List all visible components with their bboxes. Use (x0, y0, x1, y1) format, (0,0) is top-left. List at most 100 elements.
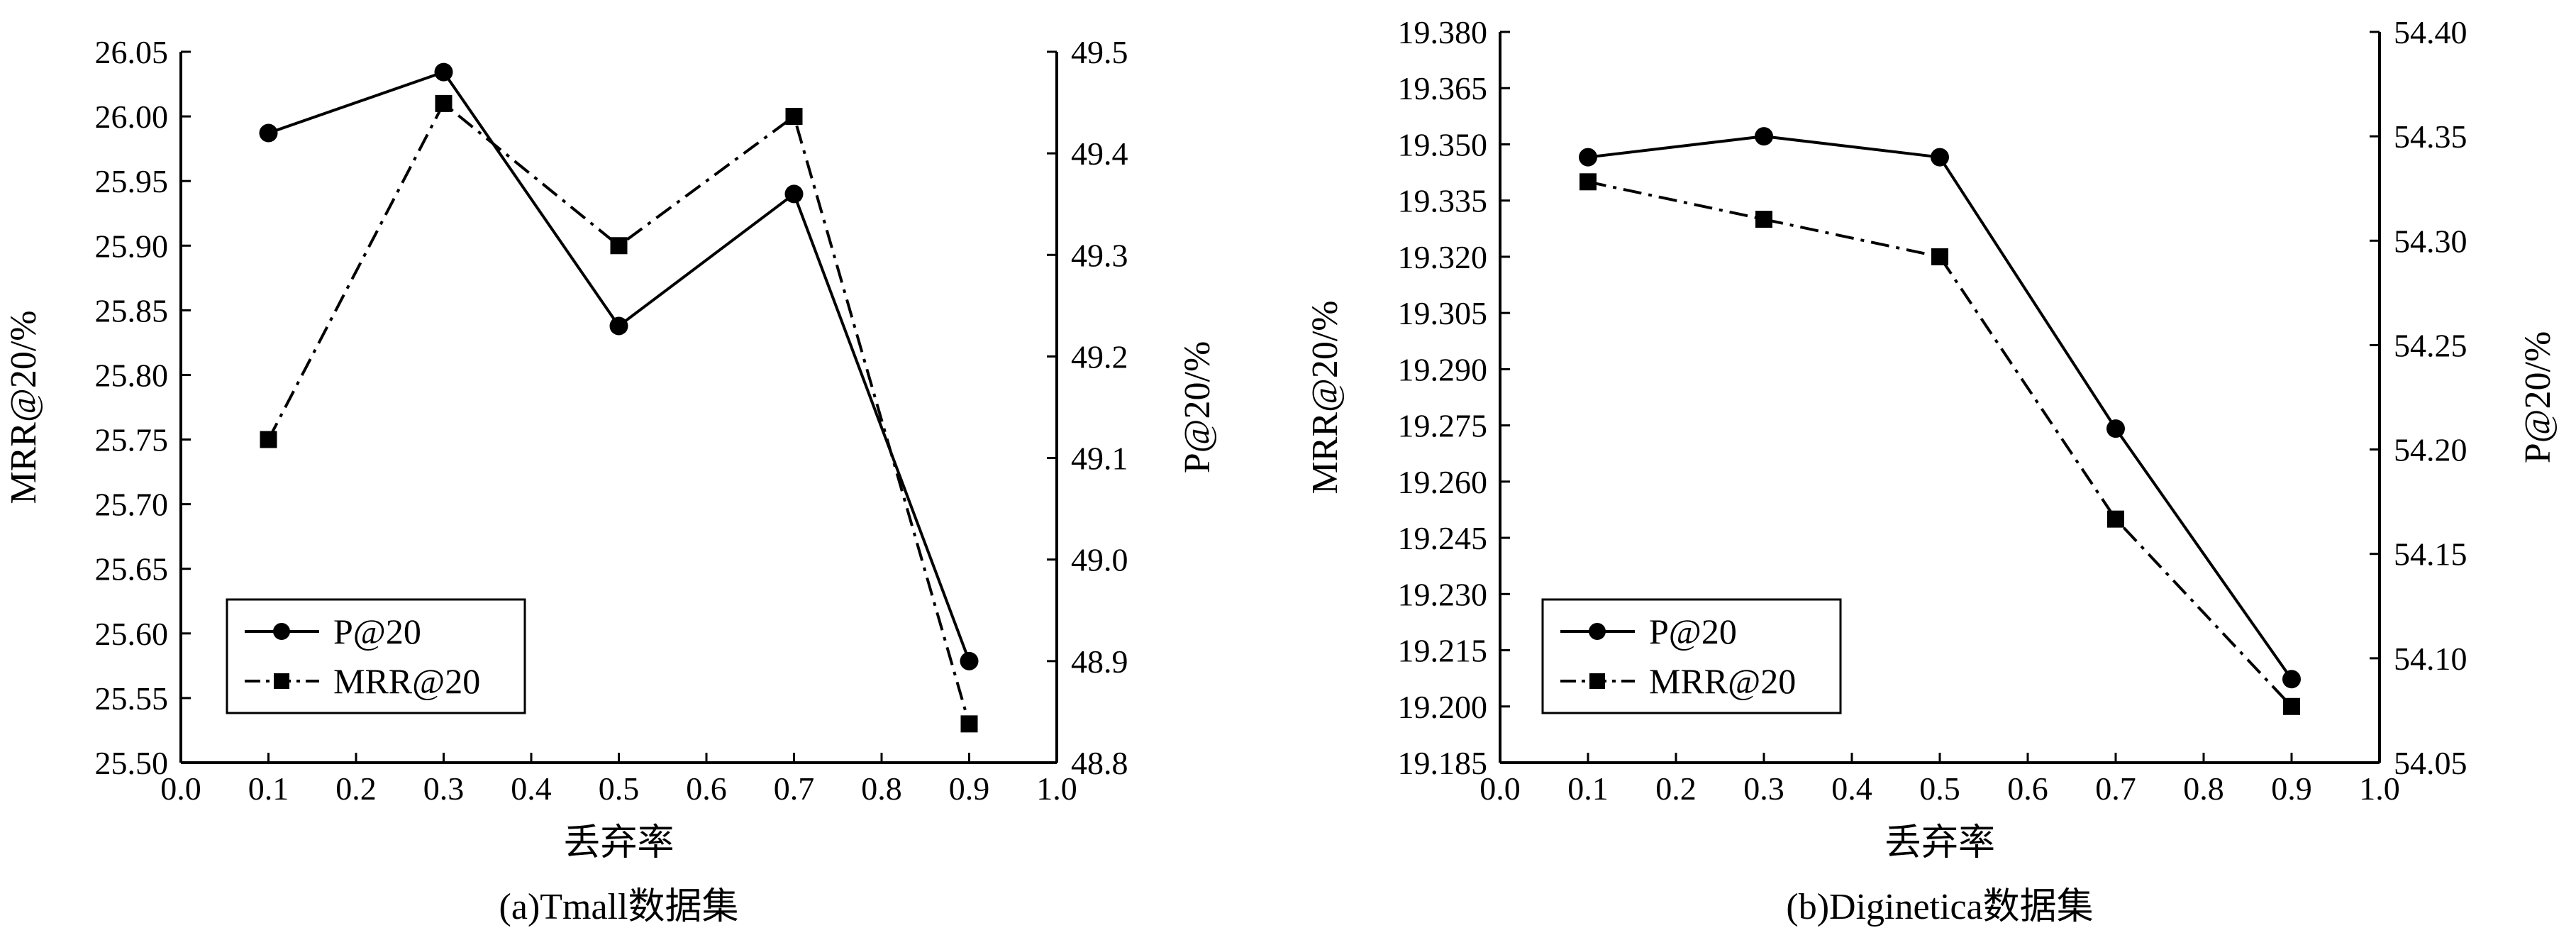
data-point-square (435, 94, 453, 112)
y-right-tick-label: 49.1 (1071, 441, 1128, 477)
data-point-circle (1755, 127, 1773, 146)
y-left-tick-label: 19.260 (1398, 464, 1488, 500)
x-tick-label: 0.0 (160, 770, 201, 807)
legend-box (226, 598, 526, 714)
data-point-circle (960, 651, 979, 670)
y-left-tick-label: 19.275 (1398, 408, 1488, 444)
legend-box (1541, 598, 1842, 714)
data-point-square (1755, 211, 1772, 228)
y-right-tick-label: 54.25 (2394, 327, 2467, 363)
y-left-tick-label: 19.245 (1398, 520, 1488, 556)
legend-label: P@20 (333, 612, 421, 651)
x-tick-label: 0.5 (599, 770, 640, 807)
data-point-circle (784, 184, 804, 204)
y-left-tick-label: 25.75 (95, 422, 169, 458)
y-left-tick-label: 25.90 (95, 228, 169, 264)
y-right-tick-label: 54.20 (2394, 432, 2467, 468)
x-tick-label: 0.0 (1479, 770, 1521, 807)
data-point-circle (434, 62, 453, 82)
y-left-tick-label: 25.70 (95, 487, 169, 523)
x-tick-label: 0.4 (1831, 770, 1872, 807)
y-left-tick-label: 19.185 (1398, 745, 1488, 781)
data-point-square (785, 108, 803, 126)
x-tick-label: 0.9 (949, 770, 990, 807)
y-left-tick-label: 19.320 (1398, 239, 1488, 275)
legend-label: P@20 (1649, 612, 1737, 651)
data-point-square (1931, 248, 1948, 265)
y-left-tick-label: 25.55 (95, 680, 169, 717)
x-tick-label: 0.9 (2271, 770, 2312, 807)
x-tick-label: 0.8 (861, 770, 902, 807)
legend: P@20 MRR@20 (226, 598, 526, 714)
y-left-tick-label: 19.380 (1398, 14, 1488, 50)
y-right-tick-label: 54.30 (2394, 223, 2467, 259)
y-left-tick-label: 26.05 (95, 34, 169, 70)
x-tick-label: 0.1 (248, 770, 289, 807)
x-tick-label: 0.6 (2007, 770, 2048, 807)
x-tick-label: 0.2 (1655, 770, 1697, 807)
y-right-tick-label: 49.4 (1071, 136, 1128, 172)
y-left-axis-title: MRR@20/% (4, 310, 44, 504)
legend-marker-square (1589, 673, 1605, 689)
y-right-tick-label: 49.0 (1071, 542, 1128, 578)
legend-label: MRR@20 (333, 661, 480, 701)
x-tick-label: 0.1 (1567, 770, 1609, 807)
y-left-tick-label: 19.350 (1398, 126, 1488, 162)
y-right-tick-label: 48.9 (1071, 643, 1128, 680)
y-left-tick-label: 19.305 (1398, 295, 1488, 331)
y-right-tick-label: 54.10 (2394, 641, 2467, 677)
y-right-tick-label: 54.35 (2394, 118, 2467, 155)
y-right-tick-label: 49.3 (1071, 237, 1128, 273)
series-line-p-20 (267, 70, 971, 662)
x-tick-label: 0.6 (686, 770, 727, 807)
y-right-tick-label: 54.40 (2394, 14, 2467, 50)
chart-caption: (b)Diginetica数据集 (1786, 887, 2093, 927)
legend-marker-square (274, 673, 289, 689)
y-left-tick-label: 19.200 (1398, 689, 1488, 725)
x-tick-label: 0.7 (774, 770, 815, 807)
data-point-square (960, 715, 978, 733)
data-point-circle (2106, 419, 2125, 438)
data-point-square (2283, 697, 2300, 715)
data-point-circle (1579, 148, 1597, 167)
y-left-tick-label: 25.85 (95, 292, 169, 328)
y-left-tick-label: 26.00 (95, 99, 169, 135)
legend: P@20 MRR@20 (1541, 598, 1842, 714)
y-left-tick-label: 19.335 (1398, 183, 1488, 219)
y-right-tick-label: 49.2 (1071, 338, 1128, 375)
chart-caption: (a)Tmall数据集 (499, 887, 739, 927)
x-tick-label: 1.0 (1036, 770, 1077, 807)
y-left-tick-label: 19.230 (1398, 576, 1488, 612)
y-right-tick-label: 49.5 (1071, 34, 1128, 70)
y-left-axis-title: MRR@20/% (1305, 300, 1345, 494)
y-right-axis-title: P@20/% (2518, 331, 2558, 464)
data-point-circle (259, 123, 278, 143)
x-tick-label: 0.3 (1743, 770, 1784, 807)
x-axis-title: 丢弃率 (563, 823, 674, 863)
series-line-p-20 (1587, 135, 2293, 680)
y-right-tick-label: 54.15 (2394, 536, 2467, 573)
y-right-tick-label: 48.8 (1071, 745, 1128, 781)
y-right-axis-title: P@20/% (1177, 341, 1218, 474)
x-tick-label: 1.0 (2359, 770, 2400, 807)
data-point-circle (2282, 670, 2301, 689)
data-point-square (1580, 173, 1597, 191)
chart-panel-2: 0.0 0.1 0.2 0.3 0.4 0.5 0.6 0.7 0.8 0.9 1.0 19.185 1… (1305, 14, 2558, 927)
y-left-tick-label: 19.365 (1398, 70, 1488, 106)
data-point-square (2107, 510, 2124, 528)
y-left-tick-label: 25.50 (95, 745, 169, 781)
chart-panel-1: 0.0 0.1 0.2 0.3 0.4 0.5 0.6 0.7 0.8 0.9 1.0 25.50 25… (4, 34, 1218, 927)
y-left-tick-label: 19.290 (1398, 351, 1488, 387)
series-line-mrr-20 (1587, 180, 2293, 708)
y-left-tick-label: 25.65 (95, 551, 169, 587)
y-left-tick-label: 25.80 (95, 357, 169, 393)
y-left-tick-label: 25.60 (95, 616, 169, 652)
x-tick-label: 0.7 (2095, 770, 2136, 807)
data-point-circle (609, 316, 628, 336)
y-left-tick-label: 25.95 (95, 163, 169, 199)
y-right-tick-label: 54.05 (2394, 745, 2467, 781)
x-tick-label: 0.4 (511, 770, 552, 807)
x-tick-label: 0.3 (423, 770, 465, 807)
x-tick-label: 0.8 (2183, 770, 2224, 807)
